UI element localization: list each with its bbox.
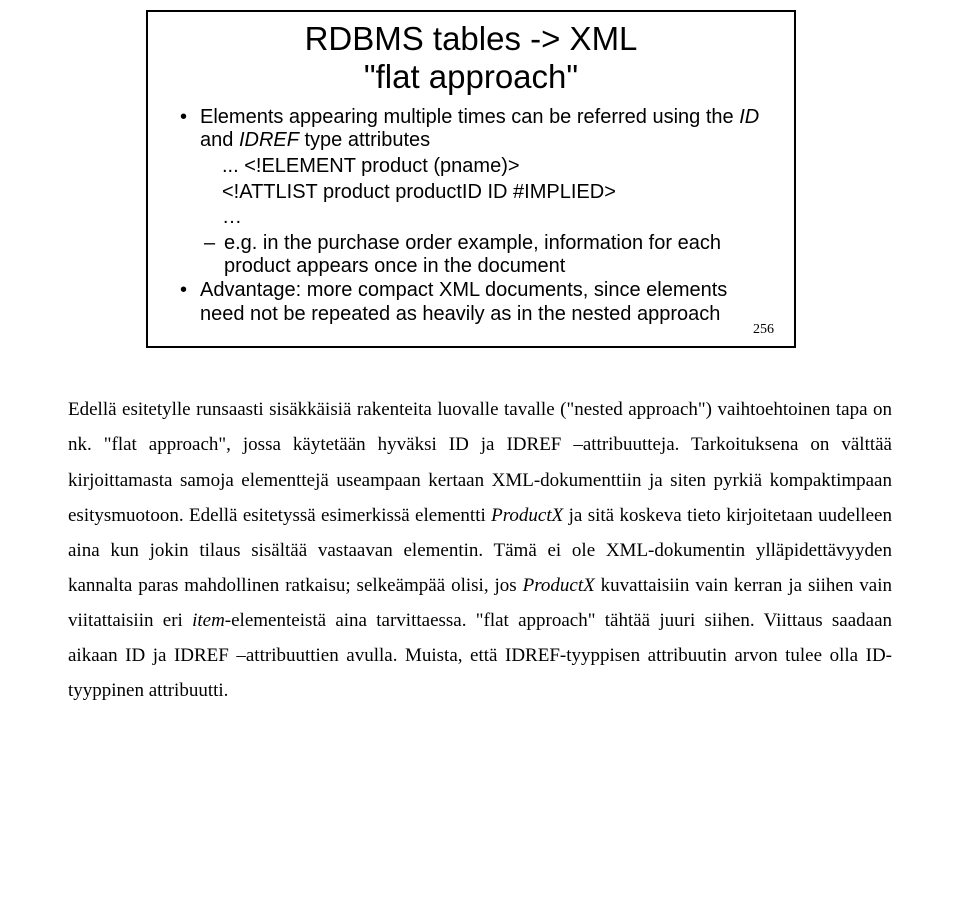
body-paragraph: Edellä esitetylle runsaasti sisäkkäisiä … bbox=[68, 392, 892, 708]
slide-title-line2: "flat approach" bbox=[364, 58, 578, 95]
slide-bullet-2: Advantage: more compact XML documents, s… bbox=[178, 279, 764, 326]
bullet1-italic-idref: IDREF bbox=[239, 129, 299, 151]
body-italic-2: ProductX bbox=[523, 575, 595, 596]
slide-page-number: 256 bbox=[753, 322, 774, 338]
slide-code-line-3: … bbox=[178, 206, 764, 230]
slide-subdash: e.g. in the purchase order example, info… bbox=[178, 232, 764, 279]
bullet1-text-b: and bbox=[200, 129, 239, 151]
bullet1-text-c: type attributes bbox=[299, 129, 430, 151]
slide-title: RDBMS tables -> XML "flat approach" bbox=[178, 20, 764, 96]
slide-title-line1: RDBMS tables -> XML bbox=[305, 20, 638, 57]
slide-code-line-1: ... <!ELEMENT product (pname)> bbox=[178, 155, 764, 179]
slide-code-line-2: <!ATTLIST product productID ID #IMPLIED> bbox=[178, 181, 764, 205]
slide-bullet-1: Elements appearing multiple times can be… bbox=[178, 106, 764, 153]
body-italic-1: ProductX bbox=[491, 505, 563, 526]
body-italic-3: item bbox=[192, 610, 225, 631]
bullet1-italic-id: ID bbox=[739, 106, 759, 128]
slide-box: RDBMS tables -> XML "flat approach" Elem… bbox=[146, 10, 796, 348]
slide-body: Elements appearing multiple times can be… bbox=[178, 106, 764, 326]
bullet1-text-a: Elements appearing multiple times can be… bbox=[200, 106, 739, 128]
page: RDBMS tables -> XML "flat approach" Elem… bbox=[0, 10, 960, 918]
